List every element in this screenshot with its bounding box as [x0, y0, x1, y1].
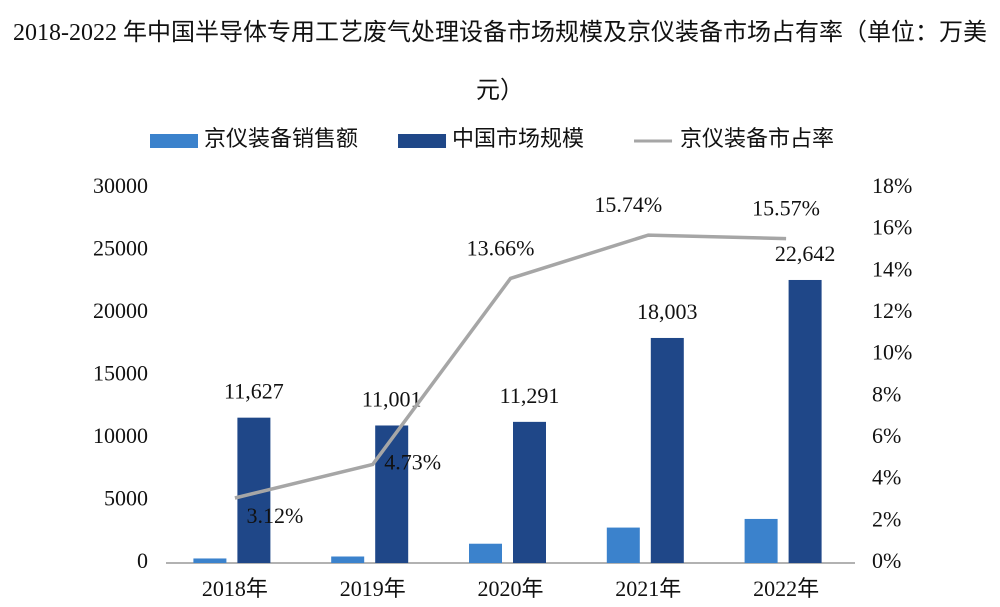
x-tick-label: 2020年 [477, 576, 543, 601]
bar [331, 556, 365, 563]
y-tick-label: 15000 [93, 361, 148, 386]
y2-tick-label: 12% [872, 298, 912, 323]
y-tick-label: 5000 [104, 486, 148, 511]
y2-tick-label: 16% [872, 215, 912, 240]
y2-tick-label: 2% [872, 506, 901, 531]
y2-tick-label: 6% [872, 423, 901, 448]
y2-tick-label: 0% [872, 548, 901, 573]
line [234, 233, 787, 500]
y-tick-label: 10000 [93, 423, 148, 448]
data-label: 15.57% [752, 196, 820, 221]
data-label: 11,001 [362, 387, 422, 412]
data-label: 18,003 [637, 299, 698, 324]
x-tick-label: 2022年 [753, 576, 819, 601]
bar [788, 279, 822, 563]
data-label: 4.73% [384, 450, 441, 475]
legend-label: 中国市场规模 [452, 126, 584, 151]
data-label: 11,627 [224, 379, 284, 404]
data-label: 3.12% [246, 503, 303, 528]
bar [606, 527, 640, 563]
data-label: 11,291 [500, 383, 560, 408]
legend-swatch [398, 134, 447, 148]
data-label: 22,642 [775, 241, 836, 266]
legend-label: 京仪装备市占率 [680, 126, 834, 151]
bar [193, 558, 227, 563]
y2-tick-label: 18% [872, 173, 912, 198]
x-tick-label: 2021年 [615, 576, 681, 601]
y2-tick-label: 10% [872, 340, 912, 365]
bar [650, 337, 684, 563]
x-tick-label: 2018年 [202, 576, 268, 601]
y-tick-label: 0 [137, 548, 148, 573]
x-tick-label: 2019年 [340, 576, 406, 601]
bar [469, 543, 502, 563]
y2-tick-label: 8% [872, 381, 901, 406]
y2-tick-label: 14% [872, 256, 912, 281]
y2-tick-label: 4% [872, 465, 901, 490]
legend-swatch [150, 134, 198, 148]
bar [513, 421, 546, 563]
y-tick-label: 30000 [93, 173, 148, 198]
data-label: 13.66% [467, 235, 535, 260]
y-tick-label: 20000 [93, 298, 148, 323]
data-label: 15.74% [594, 192, 662, 217]
bar [744, 518, 778, 563]
legend-label: 京仪装备销售额 [204, 126, 358, 151]
y-tick-label: 25000 [93, 236, 148, 261]
bar [375, 425, 409, 563]
chart-title: 2018-2022 年中国半导体专用工艺废气处理设备市场规模及京仪装备市场占有率… [13, 20, 987, 104]
